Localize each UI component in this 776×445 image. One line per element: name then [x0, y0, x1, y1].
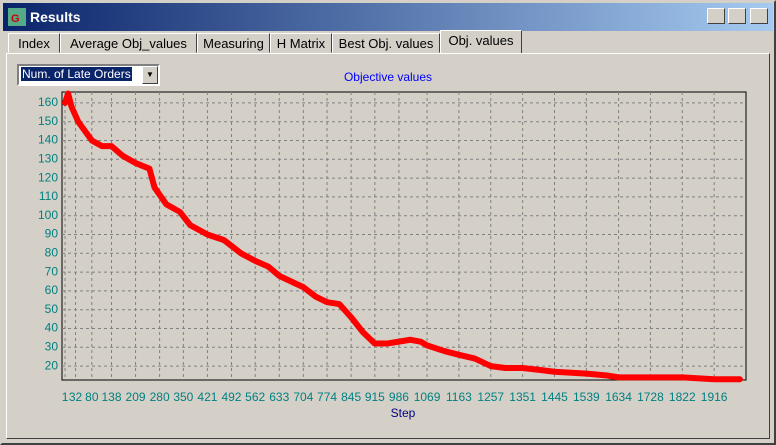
tab[interactable]: Measuring	[197, 33, 270, 53]
x-tick-label: 1163	[446, 390, 472, 404]
x-tick-label: 915	[365, 390, 385, 404]
x-tick-label: 1351	[509, 390, 536, 404]
app-icon: G	[8, 8, 26, 26]
window-title: Results	[30, 9, 81, 25]
x-tick-label: 209	[126, 390, 146, 404]
x-tick-label: 774	[317, 390, 337, 404]
y-tick-label: 150	[38, 114, 58, 128]
tab[interactable]: H Matrix	[270, 33, 332, 53]
x-tick-label: 1916	[701, 390, 728, 404]
y-tick-label: 140	[38, 133, 58, 147]
y-tick-label: 90	[45, 227, 59, 241]
x-tick-label: 280	[150, 390, 170, 404]
dropdown-arrow[interactable]: ▼	[142, 66, 158, 84]
y-tick-label: 80	[45, 245, 59, 259]
y-tick-label: 70	[45, 264, 59, 278]
title-bar: G Results	[3, 3, 773, 31]
x-tick-label: 1822	[669, 390, 696, 404]
data-line	[62, 90, 743, 383]
x-tick-label: 350	[173, 390, 193, 404]
y-tick-label: 20	[45, 358, 59, 372]
x-tick-label: 986	[389, 390, 409, 404]
y-tick-label: 120	[38, 170, 58, 184]
x-tick-label: 138	[101, 390, 121, 404]
y-tick-label: 60	[45, 283, 59, 297]
close-button[interactable]	[750, 8, 768, 24]
y-tick-label: 110	[39, 189, 58, 203]
x-tick-label: 1539	[573, 390, 600, 404]
x-tick-label: 1	[62, 390, 69, 404]
y-tick-label: 30	[45, 339, 59, 353]
maximize-button[interactable]	[728, 8, 746, 24]
x-tick-label: 633	[269, 390, 289, 404]
x-tick-label: 1445	[541, 390, 568, 404]
tab-panel	[6, 53, 770, 439]
x-tick-label: 1728	[637, 390, 664, 404]
dropdown-text: Num. of Late Orders	[21, 67, 132, 81]
y-tick-label: 50	[45, 302, 59, 316]
svg-text:G: G	[11, 13, 20, 25]
x-tick-label: 562	[245, 390, 265, 404]
x-axis-label: Step	[391, 406, 416, 420]
x-tick-label: 492	[221, 390, 241, 404]
tab[interactable]: Index	[8, 33, 60, 53]
x-tick-label: 704	[293, 390, 313, 404]
y-tick-label: 130	[38, 151, 58, 165]
tab[interactable]: Best Obj. values	[332, 33, 440, 53]
plot-area	[61, 91, 747, 381]
x-tick-label: 845	[341, 390, 361, 404]
tab[interactable]: Average Obj_values	[60, 33, 197, 53]
x-tick-label: 1634	[605, 390, 632, 404]
x-tick-label: 421	[197, 390, 217, 404]
chart-title: Objective values	[344, 70, 432, 84]
minimize-button[interactable]	[707, 8, 725, 24]
y-tick-label: 100	[38, 208, 58, 222]
x-tick-label: 1257	[477, 390, 504, 404]
x-tick-label: 1069	[414, 390, 441, 404]
x-tick-label: 80	[85, 390, 99, 404]
dropdown[interactable]: Num. of Late Orders ▼	[17, 64, 160, 86]
y-tick-label: 40	[45, 321, 59, 335]
x-tick-label: 32	[69, 390, 83, 404]
y-tick-label: 160	[38, 95, 58, 109]
